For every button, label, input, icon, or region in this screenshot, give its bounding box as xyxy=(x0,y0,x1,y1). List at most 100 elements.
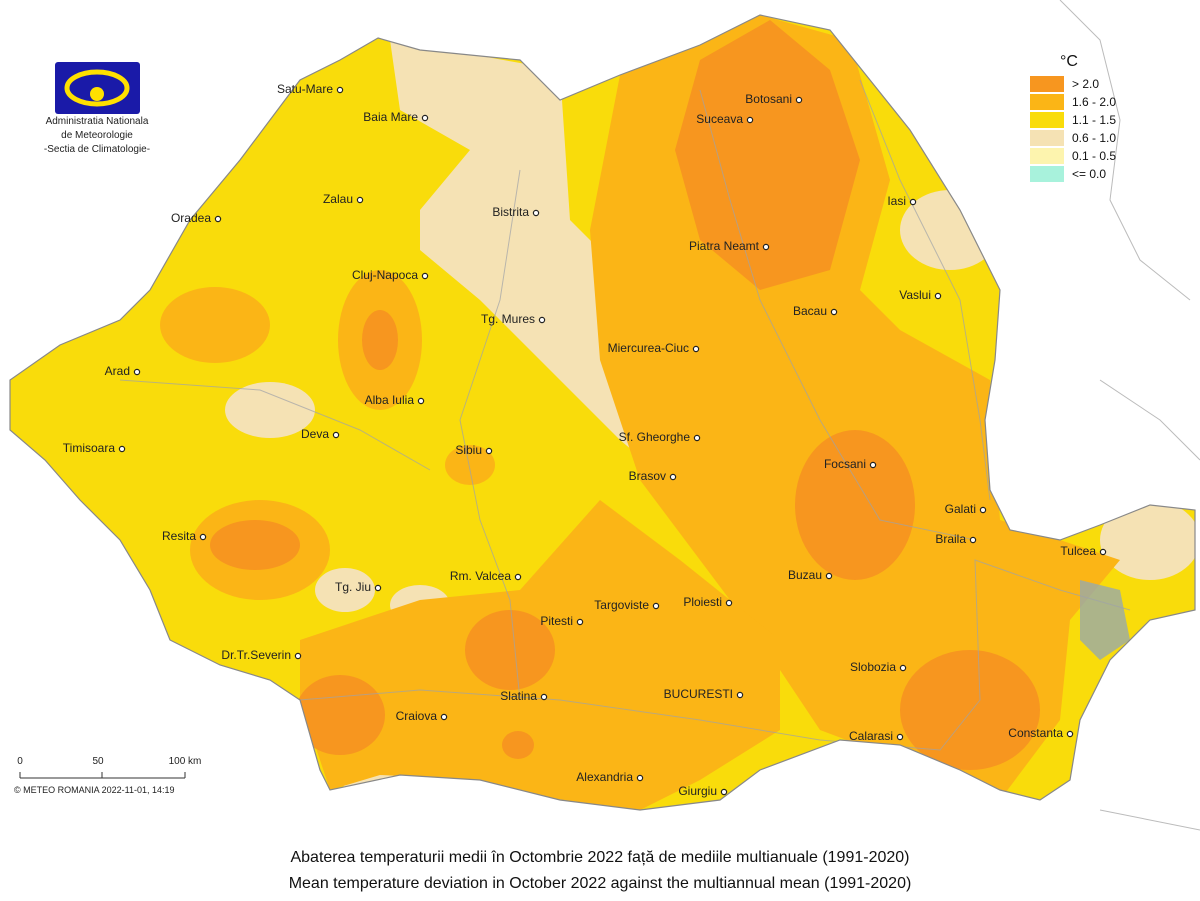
legend-swatch xyxy=(1030,112,1064,128)
city-dot xyxy=(720,788,728,796)
city-label: Suceava xyxy=(696,112,743,126)
city-dot xyxy=(514,573,522,581)
city-label: Arad xyxy=(105,364,130,378)
city-dot xyxy=(725,599,733,607)
river xyxy=(159,559,1131,801)
city-dot xyxy=(795,96,803,104)
city-label: Baia Mare xyxy=(363,110,418,124)
city-label: Tulcea xyxy=(1060,544,1096,558)
river xyxy=(459,169,521,701)
rivers xyxy=(119,79,1131,801)
zone xyxy=(465,610,555,690)
city-dot xyxy=(440,713,448,721)
city-dot xyxy=(825,572,833,580)
city-label: Vaslui xyxy=(899,288,931,302)
city-dot xyxy=(1099,548,1107,556)
city-label: Galati xyxy=(945,502,976,516)
logo-text: de Meteorologie xyxy=(61,130,133,141)
city-dot xyxy=(896,733,904,741)
border xyxy=(1099,809,1200,831)
city-label: Constanta xyxy=(1008,726,1063,740)
city-dot xyxy=(693,434,701,442)
zone xyxy=(160,287,270,363)
zone-group xyxy=(210,20,1040,770)
city-dot xyxy=(532,209,540,217)
city-dot xyxy=(118,445,126,453)
city-label: Targoviste xyxy=(594,598,649,612)
legend-label: 0.6 - 1.0 xyxy=(1072,131,1116,145)
city-label: Satu-Mare xyxy=(277,82,333,96)
city-dot xyxy=(199,533,207,541)
city-dot xyxy=(576,618,584,626)
city-label: Dr.Tr.Severin xyxy=(221,648,291,662)
city-label: Deva xyxy=(301,427,329,441)
scale-line xyxy=(19,772,186,779)
legend-swatch xyxy=(1030,130,1064,146)
city-dot xyxy=(934,292,942,300)
city-dot xyxy=(969,536,977,544)
city-dot xyxy=(374,584,382,592)
zone xyxy=(362,310,398,370)
city-label: Braila xyxy=(935,532,966,546)
city-dot xyxy=(830,308,838,316)
zone xyxy=(675,20,860,290)
city-label: Alexandria xyxy=(576,770,633,784)
city-label: Buzau xyxy=(788,568,822,582)
city-label: Bacau xyxy=(793,304,827,318)
city-label: Oradea xyxy=(171,211,211,225)
city-dot xyxy=(899,664,907,672)
zone xyxy=(315,568,375,612)
city-dot xyxy=(417,397,425,405)
zone xyxy=(445,445,495,485)
legend-label: 1.6 - 2.0 xyxy=(1072,95,1116,109)
city-dot xyxy=(636,774,644,782)
city-label: Iasi xyxy=(887,194,906,208)
city-dot xyxy=(214,215,222,223)
legend-label: <= 0.0 xyxy=(1072,167,1106,181)
city-label: Craiova xyxy=(396,709,438,723)
logo: Administratia Nationala de Meteorologie … xyxy=(44,62,150,155)
city-label: Resita xyxy=(162,529,196,543)
legend-label: 1.1 - 1.5 xyxy=(1072,113,1116,127)
city-dot xyxy=(869,461,877,469)
legend-swatch xyxy=(1030,94,1064,110)
legend-unit: °C xyxy=(1060,53,1078,70)
legend-swatch xyxy=(1030,166,1064,182)
city-label: Botosani xyxy=(745,92,792,106)
zone xyxy=(795,430,915,580)
city-label: Tg. Mures xyxy=(481,312,535,326)
city-label: Slatina xyxy=(500,689,537,703)
city-dot xyxy=(421,272,429,280)
scale-bar xyxy=(19,772,186,779)
river xyxy=(699,89,976,541)
city-dot xyxy=(485,447,493,455)
zone xyxy=(502,731,534,759)
border xyxy=(1059,0,1191,301)
city-label: Slobozia xyxy=(850,660,896,674)
city-dot xyxy=(332,431,340,439)
scale-label: 50 xyxy=(92,756,104,767)
city-label: Sibiu xyxy=(455,443,482,457)
border xyxy=(1099,379,1200,461)
zone xyxy=(1100,500,1195,580)
credit: © METEO ROMANIA 2022-11-01, 14:19 xyxy=(14,785,175,795)
city-dot xyxy=(652,602,660,610)
city-dot xyxy=(538,316,546,324)
river xyxy=(119,379,431,471)
city-dot xyxy=(762,243,770,251)
city-dot xyxy=(979,506,987,514)
legend-label: 0.1 - 0.5 xyxy=(1072,149,1116,163)
neighbor-borders xyxy=(1059,0,1200,831)
city-dot xyxy=(1066,730,1074,738)
city-dot xyxy=(336,86,344,94)
city-label: Timisoara xyxy=(63,441,116,455)
city-label: Pitesti xyxy=(540,614,573,628)
city-label: Bistrita xyxy=(492,205,529,219)
logo-ring xyxy=(64,69,130,107)
legend-swatch xyxy=(1030,76,1064,92)
city-label: Focsani xyxy=(824,457,866,471)
city-dot xyxy=(294,652,302,660)
scale-label: 100 km xyxy=(169,756,202,767)
